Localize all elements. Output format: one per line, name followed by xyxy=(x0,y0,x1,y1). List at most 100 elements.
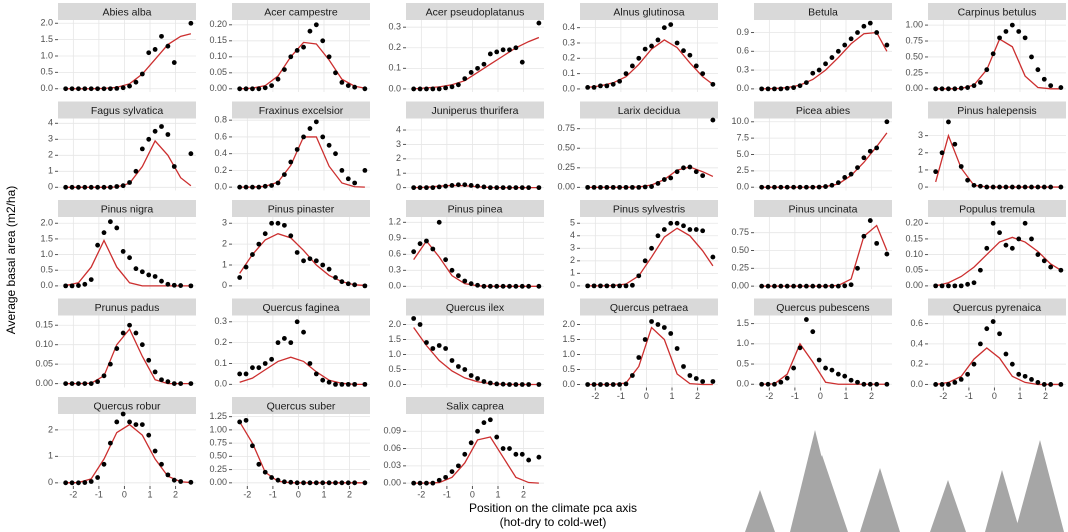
point xyxy=(475,376,480,381)
point xyxy=(450,183,455,188)
y-tick-label: 10.0 xyxy=(731,116,749,126)
point xyxy=(269,83,274,88)
y-tick-label: 2 xyxy=(570,255,575,265)
point xyxy=(759,185,764,190)
point xyxy=(643,337,648,342)
point xyxy=(108,86,113,91)
point xyxy=(450,84,455,89)
point xyxy=(63,86,68,91)
point xyxy=(536,21,541,26)
point xyxy=(352,181,357,186)
point xyxy=(70,185,75,190)
point xyxy=(868,382,873,387)
y-tick-label: 0.0 xyxy=(40,280,53,290)
point xyxy=(314,372,319,377)
point xyxy=(884,382,889,387)
point xyxy=(89,479,94,484)
y-tick-label: 0.6 xyxy=(388,249,401,259)
point xyxy=(520,452,525,457)
point xyxy=(244,185,249,190)
y-tick-label: 1.5 xyxy=(40,34,53,44)
point xyxy=(165,472,170,477)
x-tick-label: 2 xyxy=(173,489,178,499)
point xyxy=(1023,221,1028,226)
point xyxy=(501,446,506,451)
y-tick-label: 2.0 xyxy=(388,319,401,329)
point xyxy=(965,282,970,287)
point xyxy=(102,230,107,235)
panel: Pinus pinea0.00.30.60.91.2 xyxy=(388,200,544,291)
panel: Pinus nigra0.00.51.01.52.0 xyxy=(40,200,196,290)
point xyxy=(1004,352,1009,357)
point xyxy=(95,379,100,384)
point xyxy=(263,184,268,189)
point xyxy=(585,283,590,288)
x-tick-label: -2 xyxy=(765,391,773,401)
y-tick-label: 4 xyxy=(48,118,53,128)
point xyxy=(82,185,87,190)
y-tick-label: 1.5 xyxy=(562,334,575,344)
y-tick-label: 0.50 xyxy=(905,51,923,61)
point xyxy=(649,246,654,251)
x-tick-label: -1 xyxy=(617,391,625,401)
point xyxy=(946,283,951,288)
point xyxy=(121,85,126,90)
point xyxy=(952,142,957,147)
point xyxy=(1010,23,1015,28)
point xyxy=(469,183,474,188)
point xyxy=(488,381,493,386)
y-tick-label: 1.5 xyxy=(736,318,749,328)
strip-title: Pinus pinaster xyxy=(268,203,335,215)
point xyxy=(952,380,957,385)
point xyxy=(450,358,455,363)
point xyxy=(82,282,87,287)
point xyxy=(172,478,177,483)
point xyxy=(662,325,667,330)
point xyxy=(798,83,803,88)
point xyxy=(940,150,945,155)
strip-title: Quercus suber xyxy=(267,400,336,412)
point xyxy=(178,283,183,288)
point xyxy=(70,381,75,386)
point xyxy=(288,54,293,59)
point xyxy=(462,182,467,187)
point xyxy=(237,372,242,377)
point xyxy=(772,86,777,91)
y-tick-label: 1 xyxy=(222,259,227,269)
point xyxy=(437,87,442,92)
y-tick-label: 1 xyxy=(48,166,53,176)
point xyxy=(778,284,783,289)
panel: Prunus padus0.000.050.100.15 xyxy=(35,299,196,388)
x-tick-label: 1 xyxy=(1017,391,1022,401)
point xyxy=(759,86,764,91)
point xyxy=(984,246,989,251)
point xyxy=(817,68,822,73)
point xyxy=(817,185,822,190)
point xyxy=(269,357,274,362)
point xyxy=(172,164,177,169)
point xyxy=(469,373,474,378)
y-tick-label: 0.2 xyxy=(562,53,575,63)
y-tick-label: 0.3 xyxy=(388,22,401,32)
point xyxy=(76,185,81,190)
point xyxy=(766,185,771,190)
panel: Quercus petraea0.00.51.01.52.0-2-1012 xyxy=(562,299,718,401)
point xyxy=(933,169,938,174)
point xyxy=(1042,77,1047,82)
point xyxy=(978,268,983,273)
point xyxy=(127,255,132,260)
point xyxy=(89,381,94,386)
y-tick-label: 0.00 xyxy=(905,280,923,290)
point xyxy=(959,86,964,91)
point xyxy=(488,284,493,289)
panel: Quercus pubescens0.00.51.01.5-2-1012 xyxy=(736,299,892,401)
point xyxy=(89,185,94,190)
y-tick-label: 0.2 xyxy=(214,337,227,347)
y-tick-label: 0.0 xyxy=(214,182,227,192)
x-tick-label: 0 xyxy=(818,391,823,401)
point xyxy=(146,137,151,142)
point xyxy=(102,185,107,190)
y-tick-label: 0.09 xyxy=(383,426,401,436)
